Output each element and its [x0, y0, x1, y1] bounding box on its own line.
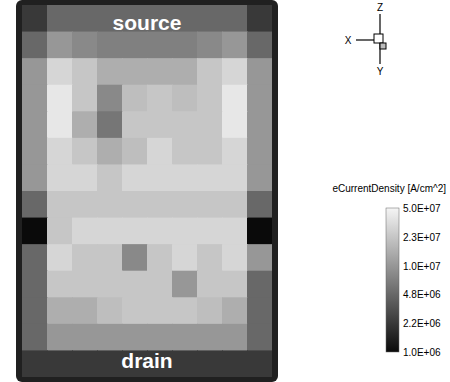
svg-text:1.0E+06: 1.0E+06 — [403, 347, 441, 358]
svg-text:2.3E+07: 2.3E+07 — [403, 232, 441, 243]
svg-text:Z: Z — [377, 2, 383, 13]
svg-text:drain: drain — [121, 349, 172, 372]
svg-text:source: source — [113, 11, 182, 34]
svg-text:5.0E+07: 5.0E+07 — [403, 203, 441, 214]
svg-text:4.8E+06: 4.8E+06 — [403, 289, 441, 300]
svg-text:Y: Y — [377, 66, 384, 77]
svg-text:1.0E+07: 1.0E+07 — [403, 261, 441, 272]
svg-text:2.2E+06: 2.2E+06 — [403, 318, 441, 329]
svg-text:X: X — [345, 35, 352, 46]
svg-text:eCurrentDensity [A/cm^2]: eCurrentDensity [A/cm^2] — [332, 183, 446, 194]
